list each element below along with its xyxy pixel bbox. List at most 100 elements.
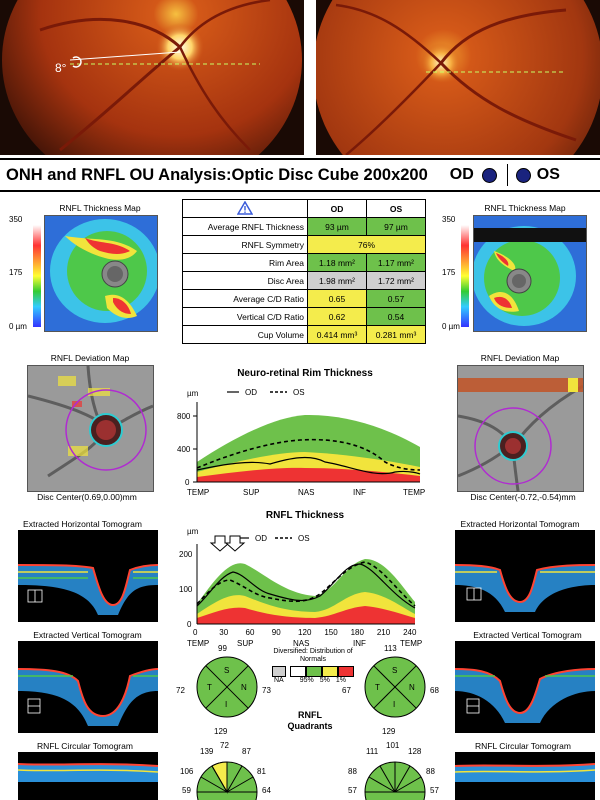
row-label: Disc Area [182,271,308,290]
parameter-table: OD OS Average RNFL Thickness 93 µm 97 µm RN… [182,199,426,344]
table-row: Disc Area 1.98 mm² 1.72 mm² [182,271,426,290]
thickness-map-label-od: RNFL Thickness Map [59,203,141,213]
rim-xtick-1: SUP [243,488,259,497]
clock-od-3: 106 [180,767,194,776]
thickness-colorbar-od [33,225,41,327]
row-od-value: 93 µm [307,217,367,236]
row-os-value: 1.17 mm² [366,253,426,272]
warning-cell [182,199,308,218]
quad-od-top: 99 [218,644,227,653]
rim-ytick-400: 400 [177,445,191,454]
scale-mid-os: 175 [442,268,456,277]
col-os-header: OS [366,199,426,218]
scale-max-os: 350 [442,215,456,224]
quad-os-bottom: 129 [382,727,396,736]
clock-od-0: 139 [200,747,214,756]
rnfl-xtick: 210 [377,628,391,637]
clock-os-0: 111 [366,747,379,756]
quad-od-bottom: 129 [214,727,228,736]
deviation-map-os [457,365,584,492]
quad-od-right: 73 [262,686,271,695]
rim-ytick-800: 800 [177,412,191,421]
rim-unit: µm [187,389,199,398]
table-row: RNFL Symmetry 76% [182,235,426,254]
quadrants-label: RNFL Quadrants [287,710,333,731]
deviation-map-od [27,365,154,492]
row-od-value: 0.65 [307,289,367,308]
rim-xtick-2: NAS [298,488,314,497]
row-os-value: 0.54 [366,307,426,326]
disc-center-os: Disc Center(-0.72,-0.54)mm [470,492,576,502]
table-row: Average RNFL Thickness 93 µm 97 µm [182,217,426,236]
rim-xtick-4: TEMP [403,488,425,497]
legend-swatch-na [272,666,286,677]
legend-swatch-borderline [322,666,338,677]
horizontal-tomogram-label-os: Extracted Horizontal Tomogram [460,519,580,529]
row-od-value: 0.414 mm³ [307,325,367,344]
table-header-row: OD OS [182,199,426,218]
legend-swatch-normal [306,666,322,677]
clock-od-6: 64 [262,786,271,795]
circular-tomogram-os [455,752,595,800]
clock-od-5: 59 [182,786,191,795]
row-label: Rim Area [182,253,308,272]
vertical-tomogram-label-od: Extracted Vertical Tomogram [33,630,142,640]
vertical-tomogram-os [455,641,595,733]
circular-tomogram-label-od: RNFL Circular Tomogram [37,741,133,751]
rim-ytick-0: 0 [185,478,190,487]
fundus-photo-od: 8° [0,0,304,155]
clock-os-2: 128 [408,747,422,756]
clock-os-6: 57 [430,786,439,795]
quad-letter-i: I [393,700,395,709]
scale-mid-od: 175 [9,268,23,277]
legend-swatch-high [290,666,306,677]
rnfl-thickness-chart: RNFL Thickness µm OD OS 200 100 0 0 30 60 9… [175,510,435,648]
thickness-map-label-os: RNFL Thickness Map [484,203,566,213]
legend-p95: 95% [299,677,314,684]
row-label: Average C/D Ratio [182,289,308,308]
row-merged-value: 76% [307,235,426,254]
rnfl-xcat-3: INF [353,639,366,648]
rnfl-chart-svg: µm OD OS 200 100 0 0 30 60 90 120 150 180 210 24… [179,527,422,648]
quad-letter-t: T [207,683,212,692]
row-label: Vertical C/D Ratio [182,307,308,326]
table-row: Cup Volume 0.414 mm³ 0.281 mm³ [182,325,426,344]
rnfl-xtick: 180 [351,628,365,637]
warning-triangle-icon [236,200,254,215]
rnfl-xtick: 0 [193,628,198,637]
row-od-value: 0.62 [307,307,367,326]
quadrant-pie-os: S N T I [364,656,426,718]
deviation-map-label-os: RNFL Deviation Map [480,353,560,363]
scale-min-os: 0 µm [442,322,460,331]
quad-letter-n: N [409,683,415,692]
disc-center-od: Disc Center(0.69,0.00)mm [37,492,137,502]
arrow-down-icon [209,535,231,552]
horizontal-tomogram-os [455,530,595,622]
quad-letter-i: I [225,700,227,709]
arrow-down-icon [224,535,246,552]
rnfl-xtick: 60 [246,628,255,637]
vertical-tomogram-od [18,641,158,733]
scale-max-od: 350 [9,215,23,224]
legend-p5: 5% [319,677,330,684]
legend-na: NA [274,677,284,684]
clock-os-1: 101 [386,741,400,750]
report-title: ONH and RNFL OU Analysis:Optic Disc Cube… [6,165,428,184]
rnfl-xcat-4: TEMP [400,639,422,648]
legend-title: Diversified: Distribution of Normals [273,648,353,663]
eye-os-label: OS [536,166,560,183]
clock-od-4: 81 [257,767,266,776]
quad-letter-s: S [392,666,397,675]
table-row: Average C/D Ratio 0.65 0.57 [182,289,426,308]
clock-os-4: 88 [426,767,435,776]
quad-os-left: 67 [342,686,351,695]
row-label: RNFL Symmetry [182,235,308,254]
row-os-value: 0.281 mm³ [366,325,426,344]
row-os-value: 1.72 mm² [366,271,426,290]
table-row: Vertical C/D Ratio 0.62 0.54 [182,307,426,326]
quad-letter-t: T [375,683,380,692]
rnfl-legend-os: OS [298,534,310,543]
rim-chart-title: Neuro-retinal Rim Thickness [237,368,373,379]
clock-pie-od [196,761,258,800]
rnfl-xtick: 30 [219,628,228,637]
